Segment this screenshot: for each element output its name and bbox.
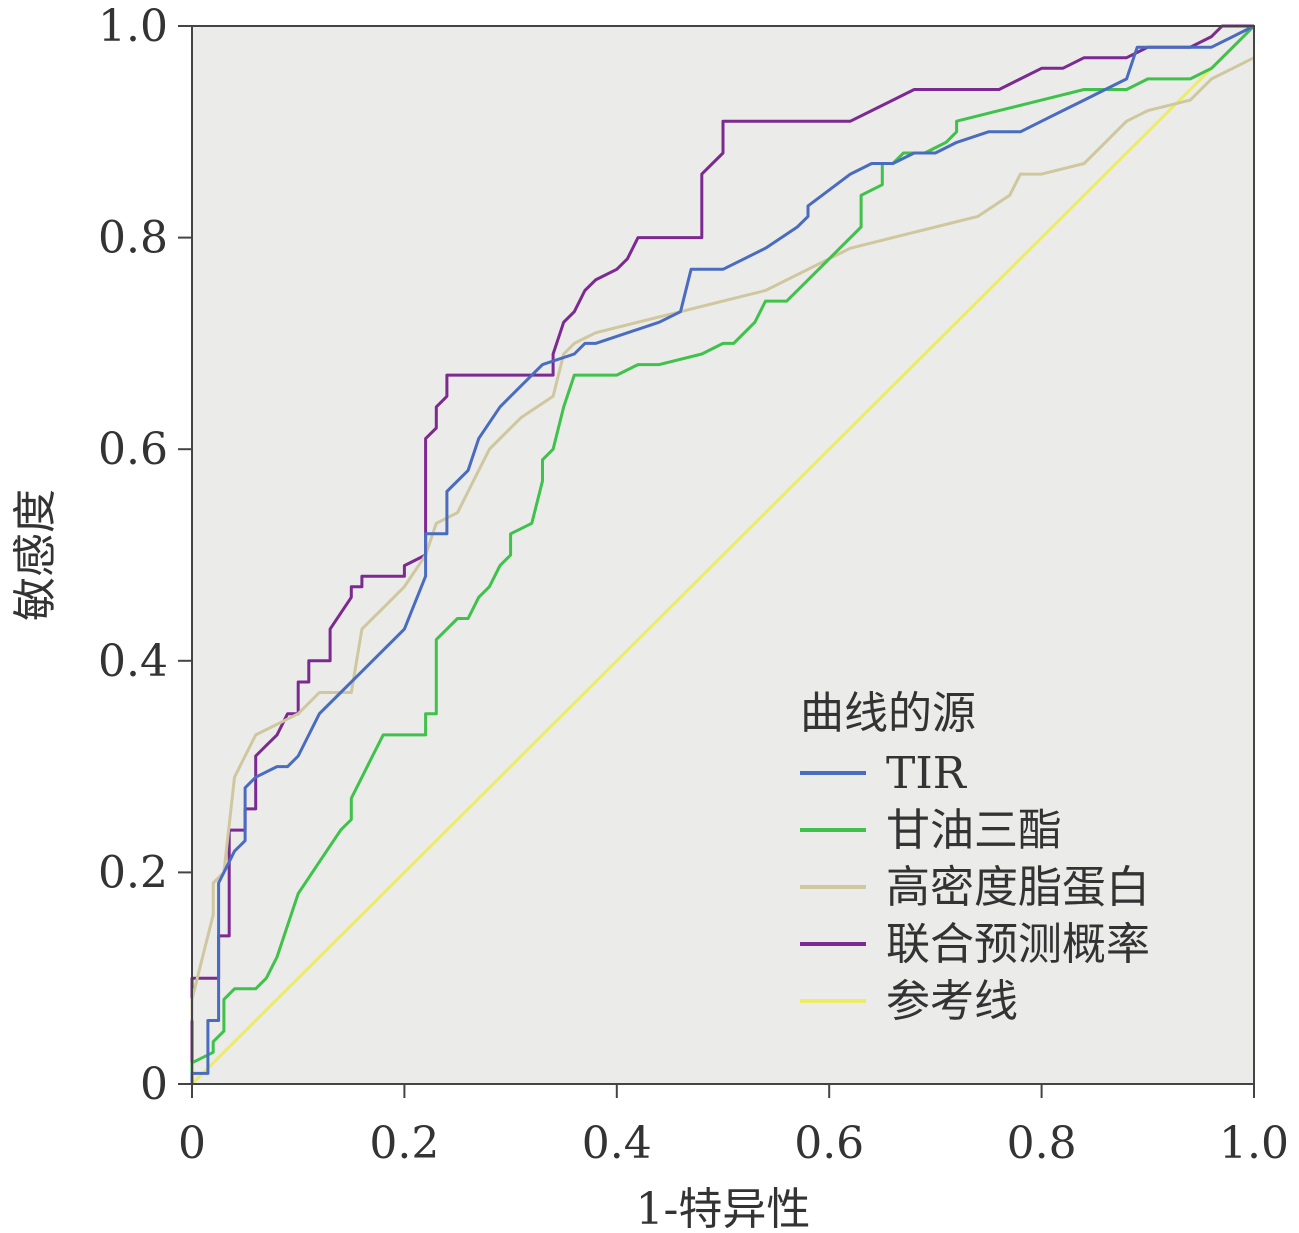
x-tick-label: 0 bbox=[178, 1118, 206, 1169]
x-tick-label: 0.6 bbox=[794, 1118, 864, 1169]
legend-label-2: 甘油三酯 bbox=[886, 805, 1062, 856]
y-tick-label: 0.8 bbox=[98, 213, 168, 264]
y-tick-label: 0.2 bbox=[98, 847, 168, 898]
y-axis-label: 敏感度 bbox=[10, 489, 61, 621]
legend-label-1: TIR bbox=[886, 748, 968, 799]
plot-area-frame bbox=[191, 25, 1255, 1085]
y-tick-label: 1.0 bbox=[98, 1, 168, 52]
x-tick-label: 1.0 bbox=[1219, 1118, 1289, 1169]
series-line-5 bbox=[190, 24, 1256, 1086]
series-line-2 bbox=[190, 24, 1256, 1084]
x-axis-label: 1-特异性 bbox=[636, 1184, 811, 1233]
legend-label-4: 联合预测概率 bbox=[886, 919, 1150, 970]
legend-label-5: 参考线 bbox=[886, 976, 1018, 1027]
series-line-1 bbox=[190, 24, 1255, 1084]
legend-title: 曲线的源 bbox=[800, 688, 976, 739]
x-tick-label: 0.4 bbox=[582, 1118, 652, 1169]
y-tick-label: 0 bbox=[140, 1059, 168, 1110]
x-tick-label: 0.2 bbox=[369, 1118, 439, 1169]
y-tick-label: 0.4 bbox=[98, 636, 168, 687]
series-line-3 bbox=[190, 56, 1255, 1021]
series-layer bbox=[190, 24, 1256, 1086]
y-tick-label: 0.6 bbox=[98, 424, 168, 475]
x-tick-label: 0.8 bbox=[1007, 1118, 1077, 1169]
legend-label-3: 高密度脂蛋白 bbox=[886, 862, 1150, 913]
axes-layer: 00 0.2 0.2 0.4 0.4 0.6 0.6 0.8 0.8 1.0 1.0 bbox=[98, 1, 1289, 1169]
